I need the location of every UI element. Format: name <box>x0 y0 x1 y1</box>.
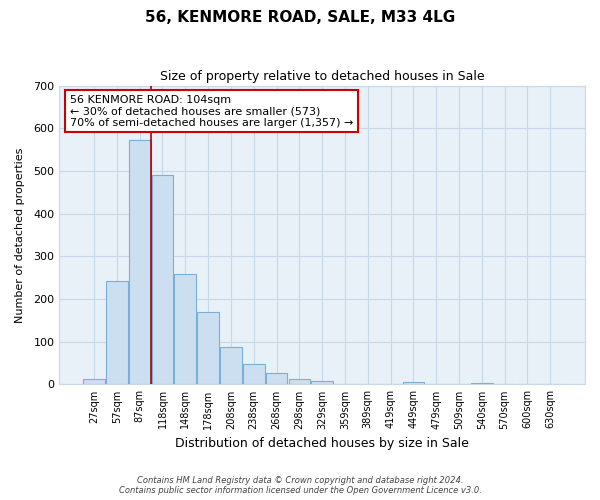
Bar <box>403 382 424 384</box>
Bar <box>106 280 128 384</box>
Text: 56 KENMORE ROAD: 104sqm
← 30% of detached houses are smaller (573)
70% of semi-d: 56 KENMORE ROAD: 104sqm ← 30% of detache… <box>70 94 353 128</box>
Text: Contains HM Land Registry data © Crown copyright and database right 2024.
Contai: Contains HM Land Registry data © Crown c… <box>119 476 481 495</box>
Bar <box>152 175 173 384</box>
Bar <box>175 274 196 384</box>
Y-axis label: Number of detached properties: Number of detached properties <box>15 148 25 322</box>
Bar <box>289 379 310 384</box>
Bar <box>220 347 242 385</box>
Bar <box>129 140 151 384</box>
X-axis label: Distribution of detached houses by size in Sale: Distribution of detached houses by size … <box>175 437 469 450</box>
Bar <box>243 364 265 384</box>
Bar <box>197 312 219 384</box>
Title: Size of property relative to detached houses in Sale: Size of property relative to detached ho… <box>160 70 484 83</box>
Bar <box>471 382 493 384</box>
Bar <box>311 381 333 384</box>
Bar <box>266 373 287 384</box>
Text: 56, KENMORE ROAD, SALE, M33 4LG: 56, KENMORE ROAD, SALE, M33 4LG <box>145 10 455 25</box>
Bar <box>83 380 105 384</box>
